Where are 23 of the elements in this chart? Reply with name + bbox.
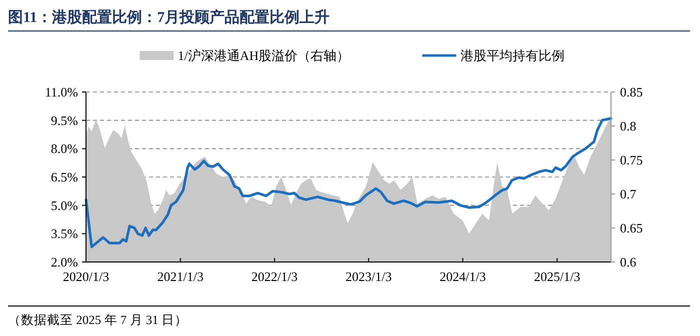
x-tick-label: 2021/1/3 xyxy=(157,269,204,284)
y2-tick-label: 0.8 xyxy=(620,118,636,134)
y-tick-label: 11.0% xyxy=(44,84,78,100)
x-tick-label: 2024/1/3 xyxy=(440,269,486,284)
x-tick-label: 2020/1/3 xyxy=(62,269,110,284)
y2-tick-label: 0.7 xyxy=(620,186,637,202)
legend-label: 1/沪深港通AH股溢价（右轴） xyxy=(178,48,350,63)
y-tick-label: 9.5% xyxy=(50,112,78,128)
y2-tick-label: 0.75 xyxy=(620,152,643,168)
y2-tick-label: 0.6 xyxy=(620,254,637,270)
text: （数据截至 2025 年 7 月 31 日） xyxy=(8,313,188,327)
y-tick-label: 2.0% xyxy=(50,254,78,270)
y-tick-label: 5.0% xyxy=(50,198,78,213)
y2-tick-label: 0.65 xyxy=(620,220,643,236)
x-tick-label: 2025/1/3 xyxy=(534,269,580,284)
x-tick-label: 2022/1/3 xyxy=(251,269,298,284)
legend-label: 港股平均持有比例 xyxy=(460,48,564,63)
x-tick-label: 2023/1/3 xyxy=(345,269,392,284)
chart-title: 图11：港股配置比例：7月投顾产品配置比例上升 xyxy=(8,9,330,26)
y-tick-label: 3.5% xyxy=(50,226,78,242)
y-tick-label: 6.5% xyxy=(50,170,78,184)
y2-tick-label: 0.85 xyxy=(620,84,643,100)
y-tick-label: 8.0% xyxy=(50,141,78,156)
